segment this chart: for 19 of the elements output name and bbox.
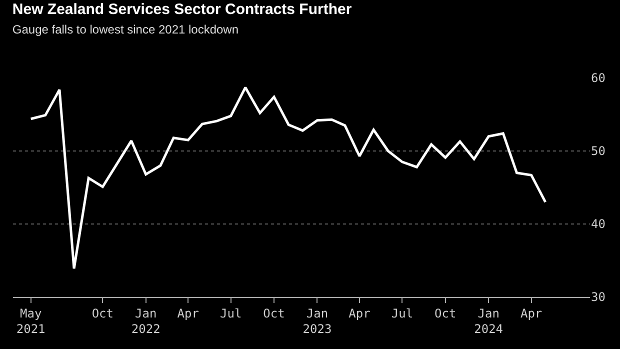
y-tick-label: 50: [591, 144, 606, 158]
x-tick-label: Oct: [263, 306, 285, 320]
chart-title: New Zealand Services Sector Contracts Further: [12, 0, 352, 18]
y-tick-label: 40: [591, 217, 606, 232]
y-tick-label: 30: [591, 290, 606, 304]
x-tick-label: Jan 2023: [302, 306, 332, 336]
chart-subtitle: Gauge falls to lowest since 2021 lockdown: [12, 22, 239, 36]
x-tick-label: Apr: [520, 306, 542, 320]
x-tick-label: Jan 2022: [131, 306, 160, 336]
x-tick-label: May 2021: [16, 306, 46, 336]
x-tick-label: Jan 2024: [474, 306, 504, 336]
y-tick-label: 60: [591, 71, 606, 86]
x-tick-label: Oct: [92, 306, 114, 320]
x-tick-label: Jul: [220, 306, 242, 320]
x-tick-label: Apr: [177, 306, 199, 320]
x-tick-label: Apr: [348, 306, 370, 320]
x-tick-label: Oct: [434, 306, 456, 320]
x-tick-label: Jul: [391, 306, 414, 320]
line-series: [30, 86, 547, 270]
